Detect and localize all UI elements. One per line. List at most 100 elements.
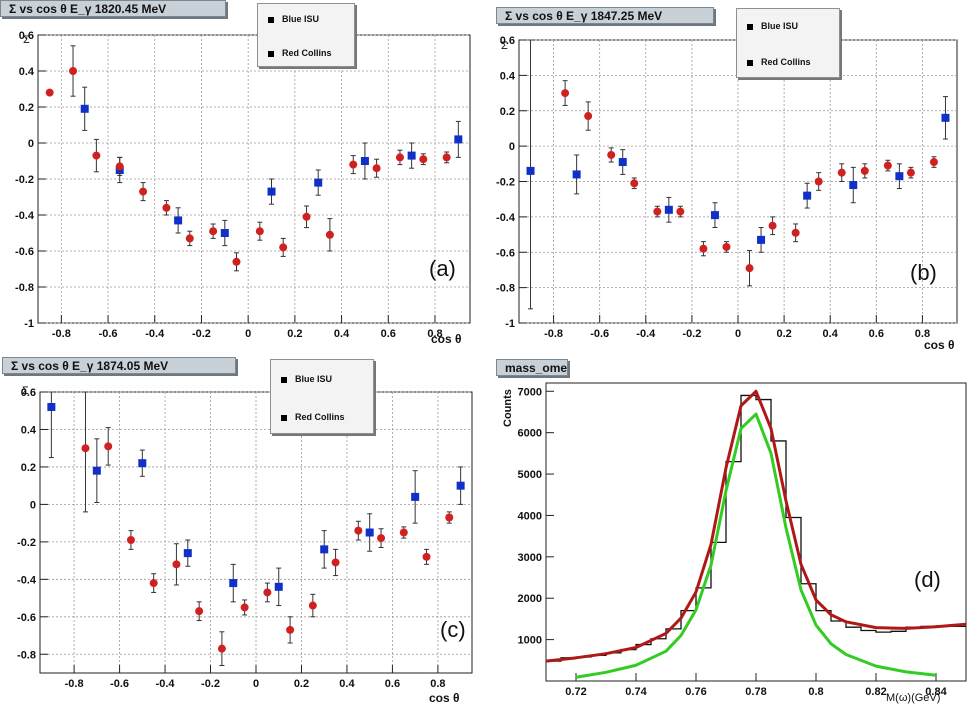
x-tick-label: 0.8 [427,328,442,340]
y-tick-label: 0 [30,499,36,511]
x-tick-label: 0.72 [565,686,586,698]
y-tick-label: -0.2 [496,177,515,189]
square-marker-icon [747,59,753,66]
chart-title: Σ vs cos θ E_γ 1847.25 MeV [496,7,714,24]
panel-label: (c) [440,617,466,642]
y-tick-label: -0.6 [17,612,36,624]
blue-isu-point [572,170,581,179]
x-tick-label: 0.8 [430,678,445,690]
red-collins-point [325,230,334,239]
red-collins-point [372,164,381,173]
x-tick-label: -0.2 [201,678,220,690]
blue-isu-point [229,579,238,588]
plot-area: -0.8 -0.6 -0.4 -0.2 0 0.2 0.4 0.6 0.8 -1 -0.8 -0.6 -… [15,30,471,340]
red-collins-point [883,161,892,170]
chart-title: mass_ome [496,359,568,376]
red-collins-point [377,534,386,543]
plot-frame [545,382,967,682]
y-tick-label: -0.8 [17,649,36,661]
blue-isu-point [618,158,627,167]
x-tick-label: -0.8 [544,328,563,340]
x-tick-label: 0.74 [625,686,647,698]
y-tick-label: -0.4 [496,212,516,224]
square-marker-icon [281,414,287,421]
y-tick-label: -1 [24,318,34,330]
blue-isu-point [365,528,374,537]
red-collins-point [185,234,194,243]
red-collins-point [331,558,340,567]
red-collins-point [255,227,264,236]
red-collins-point [422,552,431,561]
blue-isu-point [456,481,465,490]
red-collins-point [232,257,241,266]
red-collins-point [419,155,428,164]
x-tick-label: -0.6 [590,328,609,340]
red-collins-point [263,588,272,597]
x-tick-label: 0.84 [925,686,947,698]
y-tick-label: -0.6 [496,247,515,259]
y-tick-label: -0.8 [496,283,515,295]
x-tick-label: 0.2 [294,678,309,690]
x-tick-label: 0.6 [381,328,396,340]
legend-item-red: Red Collins [747,57,811,67]
blue-isu-point [849,181,858,190]
red-collins-point [126,535,135,544]
red-collins-point [699,244,708,253]
square-marker-icon [747,23,753,30]
y-tick-label: -0.4 [17,574,37,586]
legend-item-blue: Blue ISU [281,374,332,384]
y-tick-label: 0.6 [21,387,36,399]
legend-label: Red Collins [282,48,332,58]
legend-item-red: Red Collins [268,48,332,58]
red-collins-point [217,644,226,653]
x-tick-label: -0.8 [65,678,84,690]
blue-isu-point [454,135,463,144]
blue-isu-point [274,582,283,591]
panel-b: Σ vs cos θ E_γ 1847.25 MeV -0.8 -0.6 -0.4 -… [492,0,967,352]
legend-label: Blue ISU [282,14,320,24]
y-tick-label: 0.4 [500,70,516,82]
legend-item-red: Red Collins [281,412,345,422]
red-collins-point [814,177,823,186]
red-collins-point [768,221,777,230]
y-axis-label: Σ [22,385,29,397]
blue-isu-point [526,166,535,175]
legend: Blue ISU Red Collins [257,3,355,67]
y-axis-label: Σ [501,40,508,52]
y-tick-label: 0.4 [21,424,37,436]
red-collins-point [172,560,181,569]
blue-isu-point [220,229,229,237]
panel-c: Σ vs cos θ E_γ 1874.05 MeV -0.8 -0.6 -0.4-… [0,355,482,709]
panel-label: (d) [914,567,941,592]
y-tick-label: 4000 [518,510,542,522]
red-collins-point [162,203,171,212]
x-tick-label: -0.6 [110,678,129,690]
legend-label: Red Collins [761,57,811,67]
x-axis-label: M(ω)(GeV) [886,692,941,704]
plot-area: 0.72 0.74 0.76 0.78 0.8 0.82 0.84 1000 2000 3000 4… [518,382,967,698]
y-tick-label: 0.6 [19,30,34,42]
red-collins-point [92,151,101,160]
x-tick-label: -0.2 [192,328,211,340]
y-tick-label: -0.2 [15,174,34,186]
y-tick-label: 0.2 [21,462,36,474]
x-tick-label: 0.6 [869,328,884,340]
y-tick-label: 0.6 [500,35,515,47]
red-collins-point [561,89,570,98]
square-marker-icon [268,50,274,57]
y-tick-label: 0.4 [19,66,35,78]
blue-isu-point [411,492,420,501]
red-collins-point [195,607,204,616]
blue-isu-point [314,178,323,187]
histogram-step [546,394,966,662]
red-collins-point [745,264,754,273]
chart-title: Σ vs cos θ E_γ 1820.45 MeV [0,0,226,17]
square-marker-icon [281,376,287,383]
red-collins-point [395,153,404,162]
red-collins-point [906,168,915,177]
red-collins-point [354,526,363,535]
x-tick-label: 0.8 [808,686,823,698]
x-tick-label: 0 [253,678,259,690]
blue-isu-point [710,211,719,220]
red-collins-point [445,513,454,522]
